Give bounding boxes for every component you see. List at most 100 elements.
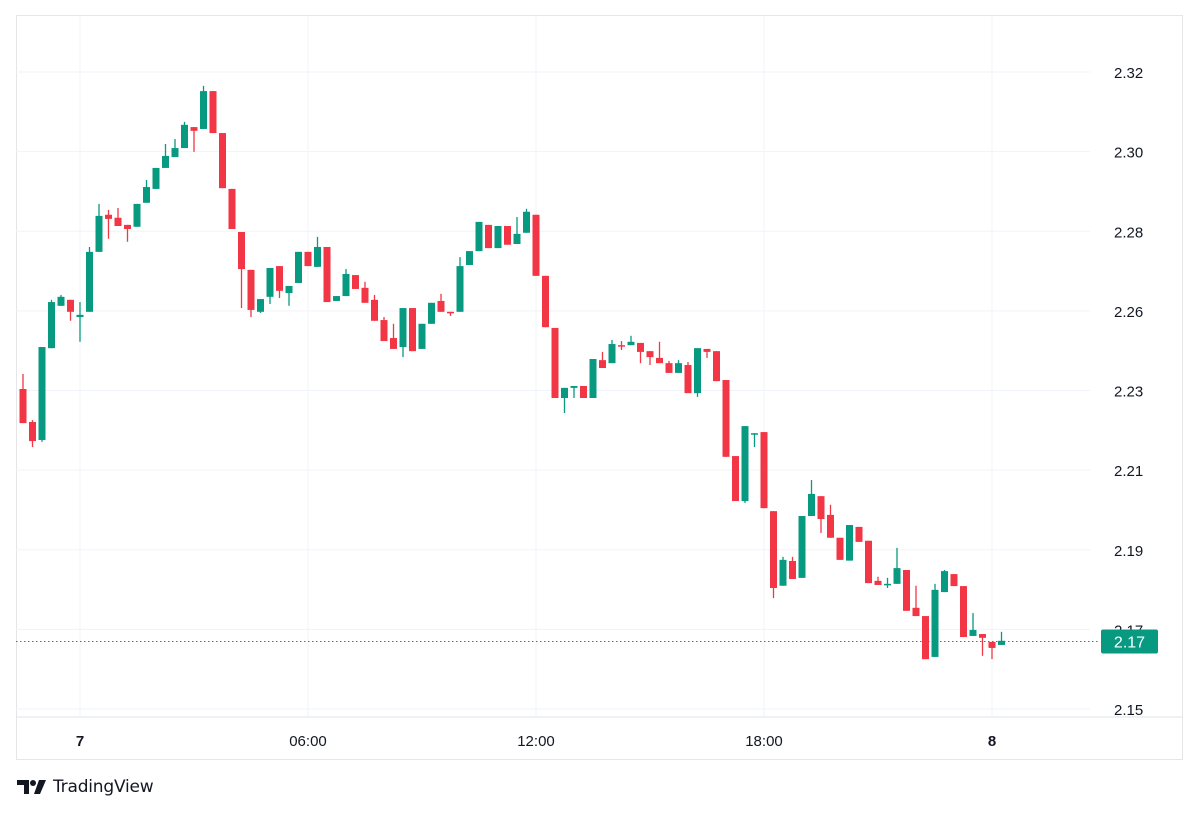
candle-up bbox=[200, 85, 207, 129]
candle-body bbox=[314, 246, 321, 267]
candle-up bbox=[342, 269, 350, 297]
candle-down bbox=[637, 342, 644, 364]
candle-body bbox=[380, 320, 388, 342]
y-tick-label: 2.30 bbox=[1114, 145, 1143, 162]
candle-up bbox=[333, 296, 340, 301]
candle-body bbox=[903, 569, 910, 611]
candle-up bbox=[751, 433, 758, 448]
candle-body bbox=[409, 308, 416, 352]
candle-body bbox=[124, 224, 131, 230]
x-tick-label: 18:00 bbox=[745, 733, 783, 750]
candle-body bbox=[475, 221, 483, 252]
candle-up bbox=[808, 480, 815, 517]
candle-body bbox=[570, 386, 578, 388]
candle-down bbox=[380, 317, 388, 342]
candle-up bbox=[86, 246, 93, 312]
candle-body bbox=[247, 269, 255, 310]
candle-body bbox=[608, 344, 616, 364]
candle-body bbox=[960, 586, 967, 638]
y-tick-label: 2.15 bbox=[1114, 702, 1143, 719]
candle-body bbox=[827, 514, 834, 538]
candle-body bbox=[456, 266, 464, 312]
candle-up bbox=[893, 547, 901, 584]
candle-body bbox=[209, 91, 217, 134]
candle-body bbox=[114, 217, 122, 227]
candle-body bbox=[162, 155, 169, 168]
candle-up bbox=[627, 335, 635, 346]
candle-up bbox=[285, 285, 293, 306]
candle-down bbox=[684, 362, 692, 394]
candle-body bbox=[798, 516, 806, 578]
candle-body bbox=[57, 296, 65, 306]
candle-body bbox=[808, 493, 815, 517]
x-tick-label: 8 bbox=[988, 733, 996, 750]
candle-up bbox=[295, 251, 302, 283]
candle-down bbox=[67, 299, 74, 321]
candle-body bbox=[580, 386, 587, 398]
candle-down bbox=[722, 380, 730, 457]
candle-body bbox=[912, 607, 920, 617]
candle-body bbox=[238, 231, 245, 270]
candle-down bbox=[732, 456, 739, 502]
candle-body bbox=[722, 380, 730, 457]
candle-body bbox=[741, 426, 749, 502]
candle-up bbox=[418, 323, 426, 349]
candle-up bbox=[494, 226, 502, 249]
candle-body bbox=[988, 641, 996, 648]
candle-body bbox=[941, 571, 948, 593]
candle-down bbox=[988, 641, 996, 660]
candle-body bbox=[257, 299, 264, 312]
candle-body bbox=[979, 634, 986, 638]
candle-up bbox=[266, 267, 274, 304]
candle-body bbox=[713, 351, 720, 382]
y-tick-label: 2.28 bbox=[1114, 224, 1143, 241]
candle-down bbox=[371, 294, 378, 321]
candle-down bbox=[950, 574, 958, 587]
candle-up bbox=[884, 577, 891, 588]
candle-body bbox=[646, 351, 654, 358]
candle-body bbox=[428, 302, 435, 324]
candle-down bbox=[29, 420, 36, 448]
candle-body bbox=[333, 296, 340, 301]
candle-down bbox=[618, 341, 625, 351]
candle-up bbox=[998, 631, 1005, 645]
candle-body bbox=[86, 251, 93, 312]
candle-down bbox=[190, 127, 198, 152]
candle-down bbox=[646, 351, 654, 366]
candle-down bbox=[770, 511, 777, 599]
candle-body bbox=[732, 456, 739, 502]
candle-body bbox=[779, 559, 787, 586]
candle-body bbox=[656, 357, 663, 364]
candle-up bbox=[675, 360, 682, 373]
candle-down bbox=[485, 224, 492, 249]
candle-down bbox=[361, 281, 369, 303]
candle-body bbox=[751, 433, 758, 435]
candle-up bbox=[57, 294, 65, 306]
candle-body bbox=[627, 341, 635, 346]
candle-down bbox=[865, 540, 872, 584]
candle-up bbox=[314, 236, 321, 267]
candle-body bbox=[48, 302, 55, 349]
candle-body bbox=[599, 360, 606, 369]
candle-down bbox=[817, 496, 825, 533]
chart-frame bbox=[16, 15, 1183, 760]
candle-body bbox=[931, 589, 939, 657]
candle-up bbox=[941, 569, 948, 593]
candle-up bbox=[95, 203, 103, 252]
candle-up bbox=[779, 556, 787, 586]
last-price-label: 2.17 bbox=[1114, 635, 1145, 652]
tradingview-logo[interactable]: TradingView bbox=[17, 777, 154, 797]
candle-up bbox=[570, 386, 578, 398]
x-tick-label: 12:00 bbox=[517, 733, 555, 750]
candle-down bbox=[855, 526, 863, 542]
candle-down bbox=[447, 311, 454, 316]
candle-up bbox=[456, 257, 464, 312]
candle-body bbox=[19, 389, 27, 424]
candle-up bbox=[561, 387, 568, 413]
candle-body bbox=[675, 363, 682, 373]
candle-down bbox=[504, 226, 511, 245]
candle-down bbox=[437, 293, 445, 312]
candle-body bbox=[494, 226, 502, 249]
candle-down bbox=[409, 308, 416, 352]
